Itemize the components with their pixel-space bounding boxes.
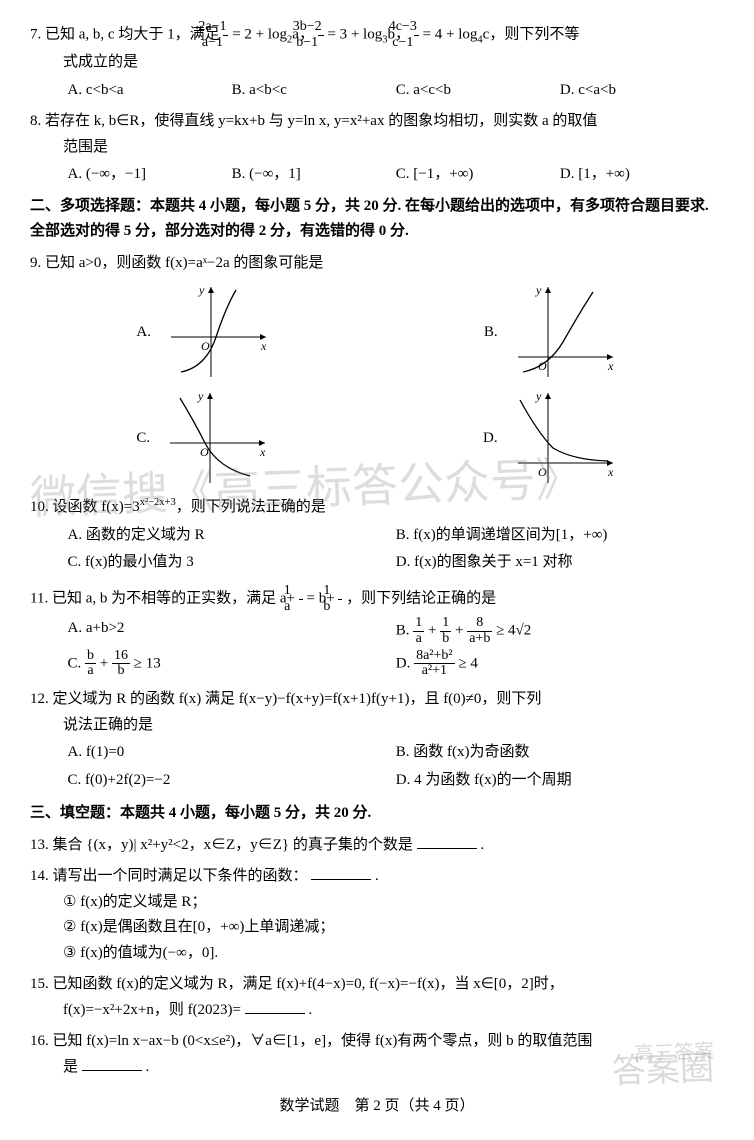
question-13: 13. 集合 {(x，y)| x²+y²<2，x∈Z，y∈Z} 的真子集的个数是… [30,833,724,859]
q7-stem: 7. 已知 a, b, c 均大于 1，满足 2a−1a−1 = 2 + log… [30,20,724,50]
q13-num: 13. [30,837,49,853]
q12-opt-c: C. f(0)+2f(2)=−2 [68,768,396,794]
q8-options: A. (−∞，−1] B. (−∞，1] C. [−1，+∞) D. [1，+∞… [30,162,724,188]
question-12: 12. 定义域为 R 的函数 f(x) 满足 f(x−y)−f(x+y)=f(x… [30,687,724,795]
q8-opt-d: D. [1，+∞) [560,162,724,188]
question-16: 16. 已知 f(x)=ln x−ax−b (0<x≤e²)，∀a∈[1，e]，… [30,1029,724,1080]
q10-opt-a: A. 函数的定义域为 R [68,523,396,549]
q11-opt-b: B. 1a + 1b + 8a+b ≥ 4√2 [396,616,724,646]
q11-num: 11. [30,591,48,607]
blank [82,1056,142,1071]
q7-opt-b: B. a<b<c [232,78,396,104]
section-2-header: 二、多项选择题：本题共 4 小题，每小题 5 分，共 20 分. 在每小题给出的… [30,194,724,245]
question-15: 15. 已知函数 f(x)的定义域为 R，满足 f(x)+f(4−x)=0, f… [30,972,724,1023]
svg-text:O: O [538,465,547,479]
svg-text:x: x [607,465,614,479]
q7-opt-d: D. c<a<b [560,78,724,104]
question-8: 8. 若存在 k, b∈R，使得直线 y=kx+b 与 y=ln x, y=x²… [30,109,724,188]
q8-opt-a: A. (−∞，−1] [68,162,232,188]
q8-stem: 8. 若存在 k, b∈R，使得直线 y=kx+b 与 y=ln x, y=x²… [30,109,724,135]
q15-num: 15. [30,976,49,992]
q10-num: 10. [30,499,49,515]
q10-opt-b: B. f(x)的单调递增区间为[1，+∞) [396,523,724,549]
graph-c-svg: x y O [160,388,270,488]
section-3-header: 三、填空题：本题共 4 小题，每小题 5 分，共 20 分. [30,801,724,827]
graph-a-svg: x y O [161,282,271,382]
question-14: 14. 请写出一个同时满足以下条件的函数： . ① f(x)的定义域是 R； ②… [30,864,724,966]
svg-text:O: O [201,339,210,353]
svg-text:x: x [260,339,267,353]
q12-opt-d: D. 4 为函数 f(x)的一个周期 [396,768,724,794]
q12-stem: 12. 定义域为 R 的函数 f(x) 满足 f(x−y)−f(x+y)=f(x… [30,687,724,713]
svg-text:x: x [259,445,266,459]
q10-stem: 10. 设函数 f(x)=3x²−2x+3，则下列说法正确的是 [30,494,724,521]
q11-stem: 11. 已知 a, b 为不相等的正实数，满足 a+ 1a = b+ 1b ，则… [30,584,724,614]
blank [311,866,371,881]
svg-text:y: y [535,283,542,297]
q12-opt-b: B. 函数 f(x)为奇函数 [396,740,724,766]
question-9: 9. 已知 a>0，则函数 f(x)=aˣ−2a 的图象可能是 A. x y O… [30,251,724,489]
q9-graph-d: D. x y O [483,388,618,488]
question-11: 11. 已知 a, b 为不相等的正实数，满足 a+ 1a = b+ 1b ，则… [30,584,724,681]
graph-d-svg: x y O [508,388,618,488]
q9-stem: 9. 已知 a>0，则函数 f(x)=aˣ−2a 的图象可能是 [30,251,724,277]
page-footer: 数学试题 第 2 页（共 4 页） [30,1094,724,1120]
q9-graph-b: B. x y O [484,282,618,382]
q11-opt-a: A. a+b>2 [68,616,396,646]
q16-num: 16. [30,1033,49,1049]
q7-stem-cont: 式成立的是 [30,50,724,76]
q11-opt-c: C. ba + 16b ≥ 13 [68,649,396,679]
graph-b-svg: x y O [508,282,618,382]
q12-num: 12. [30,691,49,707]
svg-text:y: y [197,389,204,403]
q14-cond2: ② f(x)是偶函数且在[0，+∞)上单调递减； [30,915,724,941]
q9-graphs-row2: C. x y O D. x y O [30,388,724,488]
blank [245,999,305,1014]
q7-opt-c: C. a<c<b [396,78,560,104]
svg-text:x: x [607,359,614,373]
q7-opt-a: A. c<b<a [68,78,232,104]
frac: 4c−3c−1 [414,20,419,50]
frac: 2a−1a−1 [223,20,228,50]
svg-text:y: y [198,283,205,297]
q8-num: 8. [30,113,41,129]
q7-num: 7. [30,27,41,43]
q9-graphs-row1: A. x y O B. x y O [30,282,724,382]
q10-options: A. 函数的定义域为 R B. f(x)的单调递增区间为[1，+∞) C. f(… [30,523,724,578]
frac: 3b−2b−1 [318,20,324,50]
q12-options: A. f(1)=0 B. 函数 f(x)为奇函数 C. f(0)+2f(2)=−… [30,740,724,795]
blank [417,834,477,849]
q12-stem-cont: 说法正确的是 [30,713,724,739]
q14-num: 14. [30,868,49,884]
q9-graph-a: A. x y O [136,282,271,382]
q12-opt-a: A. f(1)=0 [68,740,396,766]
q8-opt-c: C. [−1，+∞) [396,162,560,188]
q14-cond1: ① f(x)的定义域是 R； [30,890,724,916]
q9-graph-c: C. x y O [136,388,270,488]
q9-num: 9. [30,255,41,271]
svg-text:y: y [535,389,542,403]
question-10: 10. 设函数 f(x)=3x²−2x+3，则下列说法正确的是 A. 函数的定义… [30,494,724,578]
question-7: 7. 已知 a, b, c 均大于 1，满足 2a−1a−1 = 2 + log… [30,20,724,103]
q10-opt-c: C. f(x)的最小值为 3 [68,550,396,576]
q14-cond3: ③ f(x)的值域为(−∞，0]. [30,941,724,967]
q8-opt-b: B. (−∞，1] [232,162,396,188]
q11-opt-d: D. 8a²+b²a²+1 ≥ 4 [396,649,724,679]
q11-options: A. a+b>2 B. 1a + 1b + 8a+b ≥ 4√2 C. ba +… [30,616,724,681]
q7-options: A. c<b<a B. a<b<c C. a<c<b D. c<a<b [30,78,724,104]
q8-stem-cont: 范围是 [30,135,724,161]
q10-opt-d: D. f(x)的图象关于 x=1 对称 [396,550,724,576]
